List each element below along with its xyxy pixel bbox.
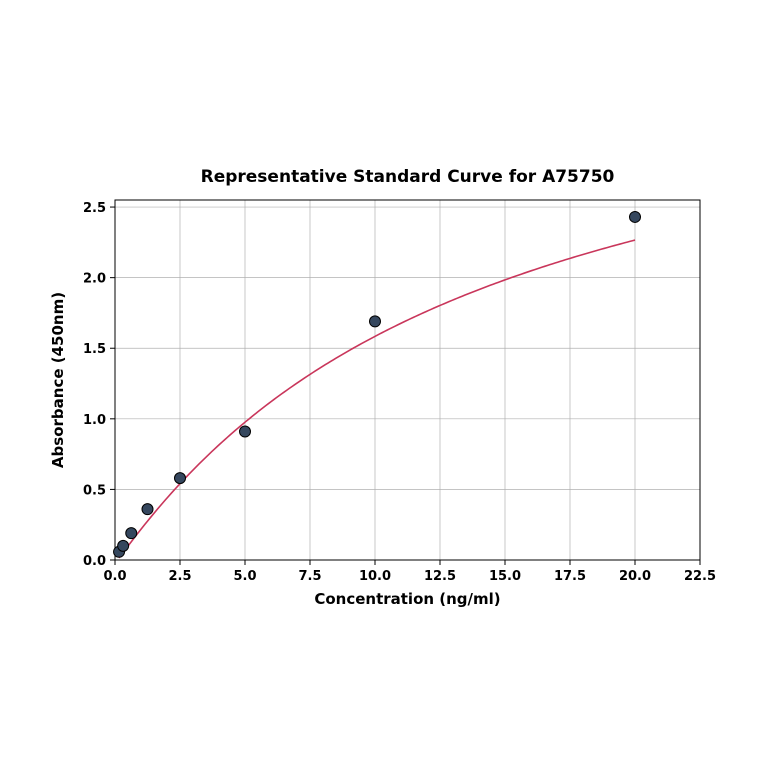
x-tick-label: 15.0 <box>489 569 521 584</box>
data-point <box>142 504 153 515</box>
x-tick-label: 20.0 <box>619 569 651 584</box>
y-tick-label: 1.0 <box>83 413 106 428</box>
data-point <box>126 528 137 539</box>
data-point <box>118 540 129 551</box>
standard-curve-chart: 0.0 2.5 5.0 7.5 10.0 12.5 15.0 17.5 20.0 22.5 0.0 0… <box>0 0 764 764</box>
x-tick-label: 2.5 <box>168 569 191 584</box>
chart-title: Representative Standard Curve for A75750 <box>201 167 615 187</box>
data-point <box>370 316 381 327</box>
x-tick-label: 7.5 <box>298 569 321 584</box>
y-tick-label: 2.5 <box>83 201 106 216</box>
y-axis-label: Absorbance (450nm) <box>49 292 67 468</box>
x-tick-label: 17.5 <box>554 569 586 584</box>
data-point <box>240 426 251 437</box>
y-tick-label: 0.0 <box>83 554 106 569</box>
data-point <box>630 211 641 222</box>
y-tick-label: 0.5 <box>83 483 106 498</box>
y-tick-label: 2.0 <box>83 272 106 287</box>
x-tick-label: 22.5 <box>684 569 716 584</box>
x-tick-label: 5.0 <box>233 569 256 584</box>
x-tick-label: 0.0 <box>103 569 126 584</box>
x-axis-label: Concentration (ng/ml) <box>314 590 500 608</box>
data-point <box>175 473 186 484</box>
y-tick-label: 1.5 <box>83 342 106 357</box>
x-tick-label: 10.0 <box>359 569 391 584</box>
x-tick-label: 12.5 <box>424 569 456 584</box>
